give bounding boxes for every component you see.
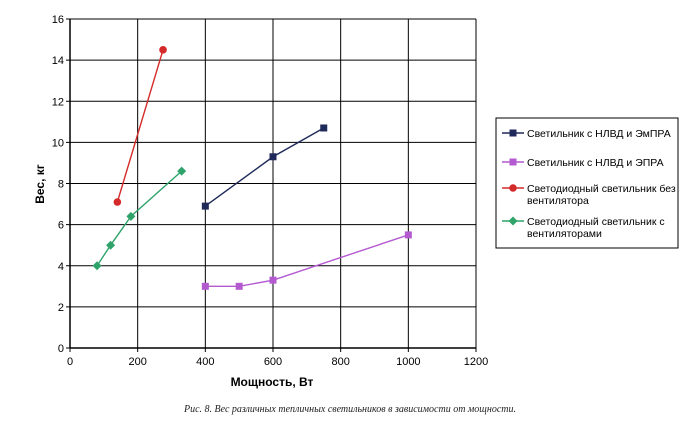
legend-label-line: Светильник с НЛВД и ЭмПРА	[527, 128, 671, 140]
data-point	[201, 282, 209, 290]
legend-label-line: Светодиодный светильник с	[527, 216, 665, 228]
x-tick-label: 600	[264, 356, 282, 368]
data-point	[177, 166, 187, 176]
axes	[66, 18, 477, 352]
y-tick-label: 10	[52, 137, 64, 149]
legend-item-4: Светодиодный светильник с вентиляторами	[502, 216, 665, 240]
x-tick-label: 1000	[396, 356, 420, 368]
legend-marker	[509, 184, 517, 192]
series-line	[205, 234, 409, 288]
data-point	[404, 231, 412, 239]
series-2	[201, 231, 412, 290]
data-point	[159, 46, 167, 54]
tick-labels: 0 2 4 6 8 10 12 14 16 0 200 400 600 800 1000 1200	[52, 14, 488, 368]
legend-label-line: Светодиодный светильник без	[527, 183, 676, 195]
legend-item-2: Светильник с НЛВД и ЭПРА	[502, 157, 664, 169]
series-4	[92, 166, 187, 271]
legend-label: Светодиодный светильник с вентиляторами	[527, 216, 665, 240]
data-point	[106, 240, 116, 250]
legend-marker	[509, 129, 517, 137]
data-point	[113, 198, 122, 206]
legend-label-line: Светильник с НЛВД и ЭПРА	[527, 157, 664, 169]
series-1	[201, 124, 328, 210]
series-layer	[92, 46, 412, 290]
series-line	[204, 127, 325, 207]
data-point	[269, 276, 277, 284]
x-tick-label: 800	[331, 356, 349, 368]
series-line	[96, 170, 183, 267]
legend-item-3: Светодиодный светильник без вентилятора	[502, 183, 676, 207]
data-point	[235, 282, 243, 290]
y-axis-label: Вес, кг	[33, 164, 47, 204]
chart: 0 2 4 6 8 10 12 14 16 0 200 400 600 800 1000 1200 Мощно…	[33, 14, 679, 389]
series-line	[116, 49, 164, 203]
y-tick-label: 2	[58, 302, 64, 314]
legend-label-line: вентилятора	[527, 195, 589, 207]
legend-label: Светодиодный светильник без вентилятора	[527, 183, 676, 207]
data-point	[201, 202, 209, 210]
y-tick-label: 8	[58, 179, 64, 191]
legend: Светильник с НЛВД и ЭмПРА Светильник с НЛ…	[495, 117, 679, 249]
x-tick-label: 400	[196, 356, 214, 368]
figure-caption: Рис. 8. Вес различных тепличных светильн…	[184, 404, 516, 415]
data-point	[320, 124, 328, 132]
y-tick-label: 16	[52, 14, 64, 26]
legend-item-1: Светильник с НЛВД и ЭмПРА	[502, 128, 671, 140]
y-tick-label: 6	[58, 220, 64, 232]
x-tick-label: 0	[67, 356, 73, 368]
y-tick-label: 0	[58, 343, 64, 355]
x-tick-label: 1200	[464, 356, 488, 368]
y-tick-label: 4	[58, 261, 64, 273]
legend-label-line: вентиляторами	[527, 228, 602, 240]
legend-marker	[509, 158, 517, 166]
y-tick-label: 12	[52, 96, 64, 108]
x-axis-label: Мощность, Вт	[231, 375, 314, 389]
y-tick-label: 14	[52, 55, 64, 67]
x-tick-label: 200	[128, 356, 146, 368]
legend-box	[495, 117, 679, 249]
data-point	[269, 153, 277, 161]
data-point	[92, 261, 102, 271]
grid	[69, 18, 477, 349]
data-point	[126, 211, 136, 221]
legend-label: Светильник с НЛВД и ЭмПРА	[527, 128, 671, 140]
legend-marker	[508, 216, 518, 226]
series-3	[113, 46, 167, 206]
legend-label: Светильник с НЛВД и ЭПРА	[527, 157, 664, 169]
